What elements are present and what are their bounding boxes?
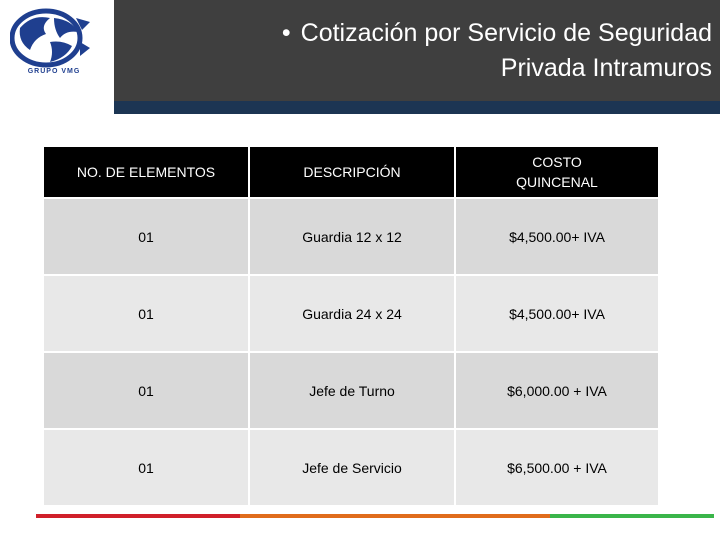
cell-description: Guardia 24 x 24 [250, 276, 454, 351]
cell-cost: $6,000.00 + IVA [456, 353, 658, 428]
company-logo: GRUPO VMG [0, 0, 114, 101]
cell-cost: $6,500.00 + IVA [456, 430, 658, 505]
header-bar [114, 0, 720, 101]
header-accent-bar [114, 101, 720, 114]
cell-elements: 01 [44, 430, 248, 505]
cell-cost: $4,500.00+ IVA [456, 276, 658, 351]
globe-logo-icon [10, 8, 90, 68]
cell-description: Guardia 12 x 12 [250, 199, 454, 274]
table-header-row: NO. DE ELEMENTOS DESCRIPCIÓN COSTO QUINC… [44, 147, 658, 197]
table-row: 01 Guardia 12 x 12 $4,500.00+ IVA [44, 199, 658, 274]
header-cost-line-1: COSTO [532, 154, 582, 170]
title-line-2: Privada Intramuros [500, 54, 712, 82]
table-row: 01 Guardia 24 x 24 $4,500.00+ IVA [44, 276, 658, 351]
cell-description: Jefe de Servicio [250, 430, 454, 505]
title-text-1: Cotización por Servicio de Seguridad [300, 19, 712, 47]
footer-line-green [550, 514, 714, 518]
cell-elements: 01 [44, 353, 248, 428]
logo-text: GRUPO VMG [27, 68, 81, 75]
header-elements: NO. DE ELEMENTOS [44, 147, 248, 197]
footer-line-red [36, 514, 240, 518]
cell-cost: $4,500.00+ IVA [456, 199, 658, 274]
table-row: 01 Jefe de Turno $6,000.00 + IVA [44, 353, 658, 428]
cell-elements: 01 [44, 199, 248, 274]
page-title: • Cotización por Servicio de Seguridad Pr… [152, 16, 712, 86]
footer-line-orange [240, 514, 550, 518]
table-row: 01 Jefe de Servicio $6,500.00 + IVA [44, 430, 658, 505]
title-line-1: • Cotización por Servicio de Seguridad [152, 16, 712, 51]
cell-description: Jefe de Turno [250, 353, 454, 428]
bullet: • [281, 19, 291, 47]
header-cost: COSTO QUINCENAL [456, 147, 658, 197]
quote-table: NO. DE ELEMENTOS DESCRIPCIÓN COSTO QUINC… [42, 145, 660, 507]
header-description: DESCRIPCIÓN [250, 147, 454, 197]
header-cost-line-2: QUINCENAL [516, 174, 598, 190]
cell-elements: 01 [44, 276, 248, 351]
